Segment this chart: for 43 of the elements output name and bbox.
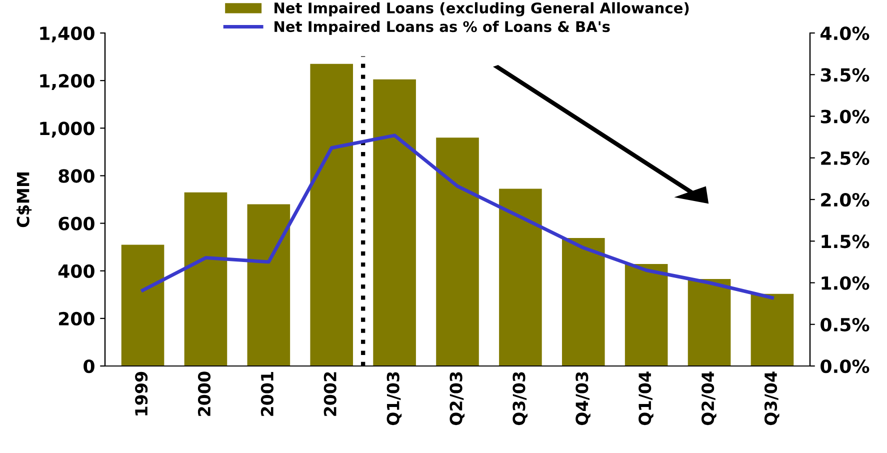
legend-label: Net Impaired Loans (excluding General Allowance) [274,2,689,16]
y2-tick-label: 2.5% [821,151,870,165]
y2-tick-label: 3.0% [820,110,870,124]
y2-tick-label: 2.0% [821,192,870,207]
y-tick-label: 1,000 [40,122,94,138]
y-tick-label: 600 [58,216,94,230]
y-tick-label: 0 [84,359,94,374]
y2-tick-label: 0.5% [820,318,870,332]
x-tick-label: Q4/03 [576,372,590,426]
bar [436,138,479,366]
x-tick-label: Q3/03 [512,372,528,426]
y2-tick-label: 3.5% [820,68,870,82]
bar [688,278,731,366]
x-tick-label: Q1/03 [386,372,402,426]
y-tick-label: 200 [59,312,94,326]
x-tick-label: Q2/04 [702,372,716,426]
x-tick-label: Q2/03 [450,372,465,426]
y2-tick-label: 4.0% [820,26,870,40]
bar [121,244,164,366]
x-tick-label: 2001 [260,372,274,416]
bar [499,188,542,366]
x-tick-label: 2002 [324,372,336,416]
y2-tick-label: 0.0% [820,359,870,374]
bar [624,264,668,366]
bar [184,192,228,366]
bar [562,238,605,366]
y-tick-label: 400 [58,264,94,278]
y2-tick-label: 1.0% [822,276,870,290]
y-tick-label: 800 [58,169,94,183]
bar [310,64,354,366]
bar [373,79,416,366]
x-tick-label: Q1/04 [638,372,654,426]
bar [247,204,290,366]
x-tick-label: Q3/04 [764,372,780,426]
y2-tick-label: 1.5% [822,234,870,248]
legend-label: Net Impaired Loans as % of Loans & BA's [274,20,610,35]
y-tick-label: 1,200 [40,74,94,90]
y-axis-title: C$MM [16,172,32,228]
x-tick-label: 2000 [198,372,211,416]
line-series [141,134,774,300]
y-tick-label: 1,400 [40,26,94,42]
bar [750,294,794,366]
x-tick-label: 1999 [135,372,148,416]
